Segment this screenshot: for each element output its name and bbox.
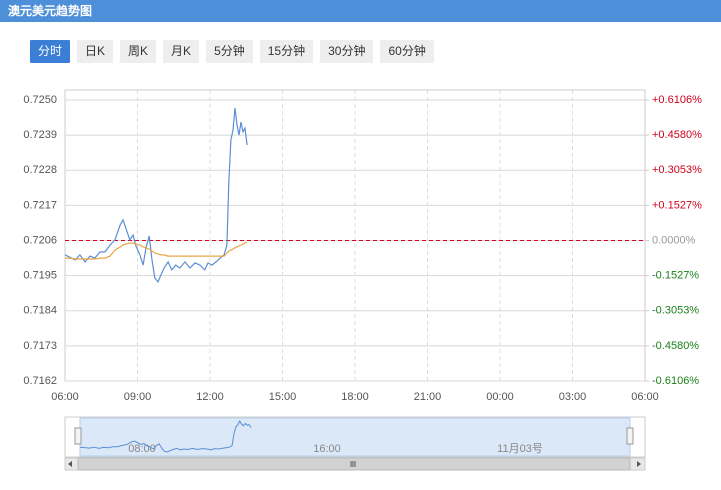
- navigator-handle[interactable]: [626, 427, 634, 445]
- price-line: [64, 107, 248, 284]
- y-tick-label: 0.7173: [23, 340, 57, 352]
- navigator-line: [79, 419, 252, 453]
- tab[interactable]: 日K: [77, 40, 114, 63]
- tab[interactable]: 5分钟: [206, 40, 253, 63]
- x-tick-label: 15:00: [269, 391, 297, 403]
- navigator-window[interactable]: [79, 417, 631, 457]
- y-tick-label: 0.7195: [23, 270, 57, 282]
- y-tick-label: 0.7239: [23, 129, 57, 141]
- x-tick-label: 00:00: [486, 391, 514, 403]
- tab[interactable]: 30分钟: [320, 40, 374, 63]
- navigator-handle[interactable]: [74, 427, 82, 445]
- y2-tick-label: 0.0000%: [652, 234, 696, 246]
- scroll-left[interactable]: [68, 461, 72, 467]
- scrollbar-thumb[interactable]: [77, 457, 631, 471]
- y2-tick-label: +0.1527%: [652, 199, 702, 211]
- x-tick-label: 06:00: [51, 391, 79, 403]
- y-tick-label: 0.7162: [23, 375, 57, 387]
- tab[interactable]: 分时: [30, 40, 71, 63]
- navigator-label: 11月03号: [497, 442, 543, 455]
- x-tick-label: 21:00: [414, 391, 442, 403]
- y2-tick-label: -0.1527%: [652, 270, 699, 282]
- price-line: [65, 241, 248, 260]
- tab[interactable]: 15分钟: [259, 40, 314, 63]
- y2-tick-label: -0.4580%: [652, 340, 699, 352]
- x-tick-label: 18:00: [341, 391, 369, 403]
- y-tick-label: 0.7228: [23, 164, 57, 176]
- y-tick-label: 0.7206: [23, 234, 57, 246]
- header-title: 澳元美元趋势图: [0, 0, 721, 22]
- y2-tick-label: -0.3053%: [652, 305, 699, 317]
- y2-tick-label: +0.4580%: [652, 129, 702, 141]
- y-tick-label: 0.7250: [23, 94, 57, 106]
- y2-tick-label: -0.6106%: [652, 375, 699, 387]
- navigator-label: 16:00: [313, 443, 341, 455]
- tab[interactable]: 月K: [163, 40, 200, 63]
- y-tick-label: 0.7184: [23, 305, 57, 317]
- x-tick-label: 09:00: [124, 391, 152, 403]
- tab[interactable]: 周K: [120, 40, 157, 63]
- grid: [64, 89, 646, 382]
- scroll-grip: [350, 461, 356, 467]
- navigator-label: 08:00: [128, 443, 156, 455]
- tab-bar: 分时 日K 周K 月K 5分钟 15分钟 30分钟 60分钟: [30, 40, 434, 63]
- x-tick-label: 06:00: [631, 391, 659, 403]
- x-tick-label: 12:00: [196, 391, 224, 403]
- scroll-right[interactable]: [637, 461, 641, 467]
- y2-tick-label: +0.6106%: [652, 94, 702, 106]
- x-tick-label: 03:00: [559, 391, 587, 403]
- y-tick-label: 0.7217: [23, 199, 57, 211]
- y2-tick-label: +0.3053%: [652, 164, 702, 176]
- tab[interactable]: 60分钟: [380, 40, 434, 63]
